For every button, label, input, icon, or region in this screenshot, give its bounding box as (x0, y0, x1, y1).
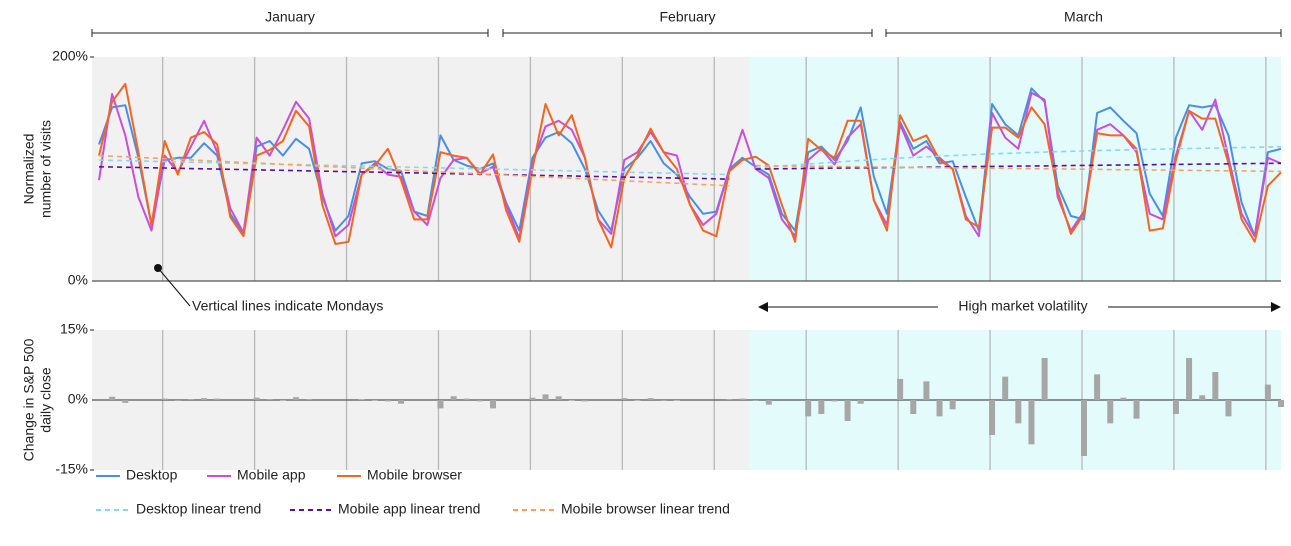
annotation-pointer (157, 267, 191, 307)
legend-label: Desktop (126, 467, 178, 483)
trend-line (98, 162, 1282, 180)
bar (1081, 400, 1087, 456)
period-label: February (659, 9, 715, 25)
bar (306, 399, 313, 400)
bar (660, 400, 667, 401)
bar (398, 400, 405, 404)
bar (187, 399, 194, 400)
bar (122, 400, 129, 403)
period-label: January (265, 9, 315, 25)
bar (805, 400, 812, 417)
bar (214, 398, 221, 400)
bar (476, 400, 483, 402)
bar (437, 400, 444, 409)
marks (98, 82, 1284, 456)
bar (109, 396, 116, 400)
bar (568, 400, 575, 401)
y-tick-label: 15% (60, 321, 88, 337)
bar (1015, 400, 1022, 424)
bar (490, 400, 496, 409)
legend-label: Desktop linear trend (136, 501, 261, 517)
bar (647, 398, 654, 400)
y-axis-label: Change in S&P 500 (21, 338, 37, 461)
bar (1278, 400, 1284, 407)
bar (831, 400, 838, 402)
bar (949, 400, 956, 410)
bar (910, 400, 917, 414)
y-axis-label: number of visits (38, 120, 54, 218)
bar (542, 394, 549, 400)
bar (1002, 376, 1009, 400)
bar (1041, 358, 1048, 400)
bar (384, 400, 391, 402)
bar (739, 398, 746, 400)
background (92, 57, 1281, 470)
bar (266, 399, 273, 400)
trend-line (98, 154, 1282, 187)
bar (673, 400, 680, 401)
y-axis-label: Normalized (21, 134, 37, 205)
bar (1028, 400, 1035, 445)
period-label: March (1064, 9, 1103, 25)
bar (1120, 397, 1127, 400)
bar (581, 400, 588, 402)
bar (555, 396, 562, 400)
legend-label: Mobile browser linear trend (561, 501, 730, 517)
legend-label: Mobile app linear trend (338, 501, 480, 517)
bar (463, 398, 470, 400)
bar (936, 400, 943, 417)
bar (634, 400, 641, 401)
bar (174, 400, 181, 401)
bar (765, 400, 772, 405)
bar (818, 400, 825, 414)
bar (897, 379, 904, 400)
bar (1264, 384, 1271, 400)
legend-label: Mobile app (237, 467, 306, 483)
y-tick-label: -15% (55, 461, 88, 477)
bar (989, 400, 996, 435)
trend-line (98, 146, 1282, 176)
bar (293, 397, 299, 400)
bar (201, 398, 208, 400)
bar (1212, 372, 1219, 400)
range-arrow (1271, 302, 1281, 312)
y-axis-label: daily close (38, 367, 54, 433)
bar (1094, 374, 1101, 400)
bar (1225, 400, 1232, 417)
bar (1186, 358, 1193, 400)
bar (371, 400, 378, 401)
series-line (98, 87, 1282, 238)
bar (450, 396, 457, 400)
bar (857, 400, 864, 404)
series-line (98, 82, 1282, 249)
bar (621, 398, 628, 400)
bar (1107, 400, 1114, 424)
annotation: High market volatility (958, 298, 1087, 314)
legend-label: Mobile browser (367, 467, 462, 483)
bar (844, 400, 851, 421)
y-tick-label: 0% (68, 391, 88, 407)
y-tick-label: 0% (68, 272, 88, 288)
bar (752, 400, 759, 401)
bar (253, 397, 260, 400)
y-tick-label: 200% (52, 48, 88, 64)
shade-volatile (749, 57, 1281, 281)
bar (279, 400, 286, 401)
bar (923, 381, 930, 400)
range-arrow (758, 302, 768, 312)
annotation: Vertical lines indicate Mondays (192, 298, 383, 314)
bar (358, 399, 365, 401)
bar (161, 398, 168, 400)
bar (1133, 400, 1140, 419)
bar (529, 397, 536, 400)
bar (1172, 400, 1179, 414)
bar (1199, 395, 1206, 400)
bar (726, 399, 733, 400)
